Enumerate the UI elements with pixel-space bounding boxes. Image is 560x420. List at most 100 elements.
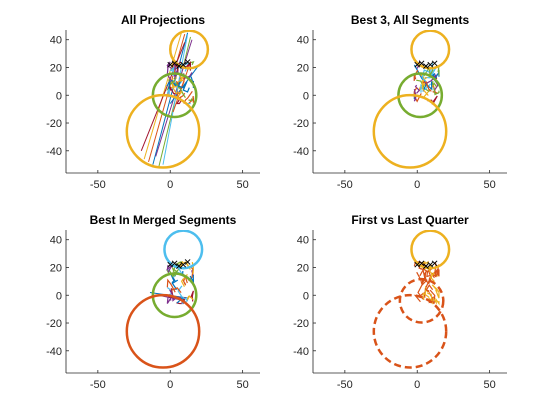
projection-line	[152, 32, 189, 165]
trajectory-segment	[169, 66, 175, 76]
trajectory-segment	[169, 289, 177, 302]
x-tick-label: 50	[484, 179, 496, 191]
trajectory-segment	[422, 292, 430, 300]
subplot-title: First vs Last Quarter	[351, 213, 469, 227]
x-marker	[184, 59, 191, 65]
trajectory-segment	[188, 97, 193, 102]
trajectory-segment	[434, 298, 440, 306]
trajectory-segment	[422, 81, 433, 92]
x-marker	[427, 61, 434, 68]
trajectory-segment	[431, 81, 438, 88]
trajectory-segment	[182, 278, 187, 286]
y-tick-label: 0	[56, 290, 62, 302]
x-marker	[414, 61, 421, 68]
x-tick-label: 0	[414, 179, 420, 191]
y-tick-label: -40	[46, 346, 62, 358]
trajectory-segment	[421, 261, 428, 265]
y-tick-label: 40	[297, 35, 309, 47]
trajectory-segment	[427, 264, 434, 279]
y-tick-label: -40	[46, 146, 62, 158]
trajectory-segment	[413, 89, 417, 102]
trajectory-segment	[172, 86, 184, 100]
fit-circle	[125, 93, 201, 169]
x-tick-label: -50	[337, 379, 353, 391]
trajectory-segment	[435, 289, 440, 299]
subplot-title: Best In Merged Segments	[90, 213, 237, 227]
plot-area	[125, 30, 210, 169]
y-tick-label: 0	[56, 90, 62, 102]
fit-circle	[151, 72, 198, 119]
plot-area	[372, 230, 451, 369]
trajectory-segment	[435, 269, 440, 278]
trajectory-segment	[437, 67, 440, 76]
y-tick-label: -20	[293, 318, 309, 330]
x-marker	[427, 261, 434, 268]
x-marker	[171, 260, 178, 267]
trajectory-segment	[424, 288, 430, 293]
subplot-title: Best 3, All Segments	[351, 13, 470, 27]
x-marker	[423, 63, 429, 69]
x-tick-label: 50	[237, 379, 249, 391]
y-tick-label: 40	[50, 235, 62, 247]
trajectory-segment	[166, 80, 171, 89]
x-marker	[180, 61, 187, 68]
fit-circle	[397, 72, 444, 119]
x-tick-label: 0	[414, 379, 420, 391]
fit-circle	[410, 30, 451, 70]
x-tick-label: -50	[90, 379, 106, 391]
y-tick-label: 20	[297, 262, 309, 274]
trajectory-segment	[166, 296, 172, 304]
x-marker	[171, 60, 178, 67]
x-marker	[431, 260, 438, 267]
projection-line	[162, 34, 189, 165]
fit-circle	[163, 230, 204, 270]
y-tick-label: 0	[303, 290, 309, 302]
trajectory-segment	[433, 87, 440, 96]
trajectory-segment	[185, 60, 192, 71]
y-tick-label: 20	[50, 62, 62, 74]
fit-circle	[398, 277, 445, 324]
x-tick-label: 0	[167, 379, 173, 391]
fit-circle	[372, 93, 448, 169]
x-marker	[176, 63, 182, 69]
trajectory-segment	[171, 287, 182, 293]
x-marker	[423, 263, 429, 269]
x-marker	[167, 261, 174, 268]
y-tick-label: 40	[50, 35, 62, 47]
trajectory-segment	[182, 82, 190, 93]
trajectory-segment	[186, 295, 194, 302]
subplot-4: 40 20 0 -20 -40 -50 0 50 First vs Last Quarter	[293, 213, 507, 391]
trajectory-segment	[170, 76, 177, 86]
x-tick-label: 50	[237, 179, 249, 191]
trajectory-segment	[188, 95, 195, 105]
plot-area	[372, 30, 451, 169]
plot-area	[125, 230, 204, 369]
trajectory-segment	[166, 278, 176, 293]
x-marker	[431, 60, 438, 67]
x-marker	[184, 259, 191, 265]
projection-line	[148, 34, 186, 163]
fit-circle	[168, 30, 210, 70]
projection-line	[140, 42, 186, 151]
trajectory-segment	[431, 284, 440, 293]
trajectory-segment	[177, 81, 188, 89]
x-marker	[167, 61, 174, 68]
trajectory-segment	[430, 67, 437, 79]
x-tick-label: 0	[167, 179, 173, 191]
trajectory-segment	[419, 73, 425, 85]
fit-circle	[125, 293, 201, 369]
y-tick-label: -20	[46, 118, 62, 130]
subplot-1: 40 20 0 -20 -40 -50 0 50 All Projections	[46, 13, 260, 191]
x-marker	[418, 60, 425, 67]
x-marker	[418, 260, 425, 267]
subplot-2: 40 20 0 -20 -40 -50 0 50 Best 3, All Segments	[293, 13, 507, 191]
trajectory-segment	[166, 264, 173, 273]
x-tick-label: 50	[484, 379, 496, 391]
subplot-title: All Projections	[121, 13, 205, 27]
trajectory-segment	[189, 274, 195, 284]
x-tick-label: -50	[90, 179, 106, 191]
x-tick-label: -50	[337, 179, 353, 191]
trajectory-segment	[422, 81, 432, 92]
x-marker	[414, 261, 421, 268]
trajectory-segment	[170, 273, 176, 284]
